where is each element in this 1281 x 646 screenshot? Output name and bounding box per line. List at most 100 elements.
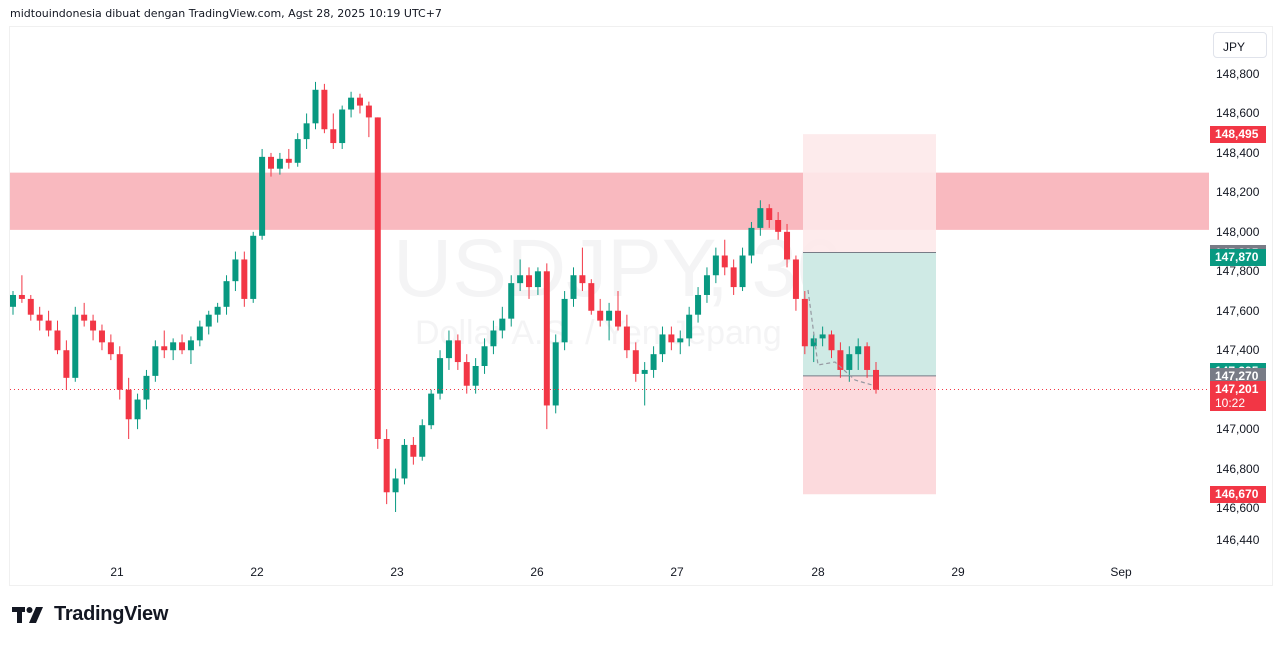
candle-body — [125, 389, 132, 420]
candle-body — [659, 334, 666, 355]
price-tick-label: 146,600 — [1216, 501, 1260, 516]
candle-body — [739, 255, 746, 288]
candle-body — [107, 342, 114, 355]
candle-body — [259, 156, 266, 236]
candle-body — [268, 156, 275, 169]
candle-body — [98, 330, 105, 343]
candle-body — [792, 259, 799, 299]
candle-body — [855, 346, 862, 355]
tradingview-logo-icon — [12, 606, 43, 623]
candle-body — [232, 259, 239, 282]
lower-zone — [803, 375, 936, 495]
candle-body — [339, 109, 346, 144]
candle-body — [152, 346, 159, 376]
candle-body — [250, 235, 257, 299]
price-tick-label: 147,800 — [1216, 264, 1260, 279]
time-tick-label: Sep — [1110, 565, 1132, 579]
candle-body — [668, 334, 675, 343]
candle-body — [392, 478, 399, 493]
price-tick-label: 148,200 — [1216, 185, 1260, 200]
candle-body — [134, 399, 141, 420]
candle-body — [437, 358, 444, 394]
candle-body — [766, 208, 773, 221]
candle-body — [214, 306, 221, 315]
candle-body — [161, 346, 168, 351]
candle-body — [828, 334, 835, 351]
candle-body — [321, 89, 328, 130]
time-tick-label: 26 — [530, 565, 544, 579]
time-tick-label: 29 — [951, 565, 965, 579]
candle-body — [730, 267, 737, 288]
candle-body — [846, 354, 853, 370]
time-tick-label: 27 — [670, 565, 684, 579]
candle-body — [570, 275, 577, 299]
candle-body — [90, 320, 97, 331]
price-tick-label: 147,400 — [1216, 343, 1260, 358]
candle-body — [356, 97, 363, 106]
trade-path-dashed-line — [807, 289, 873, 386]
candle-body — [330, 129, 337, 144]
candle-body — [810, 338, 817, 347]
candle-body — [463, 362, 470, 386]
candle-body — [36, 314, 43, 321]
chart-frame — [9, 26, 1273, 586]
lower-risk-price-badge: 146,670 — [1210, 486, 1266, 504]
resistance-zone — [10, 172, 1209, 230]
candle-body — [81, 314, 88, 321]
candle-body — [695, 294, 702, 315]
candle-body — [864, 346, 871, 370]
price-tick-label: 146,800 — [1216, 461, 1260, 476]
price-tick-label: 147,600 — [1216, 303, 1260, 318]
candle-body — [285, 158, 292, 163]
candle-body — [374, 117, 381, 440]
candle-body — [721, 255, 728, 268]
candle-body — [632, 350, 639, 374]
candle-body — [170, 342, 177, 351]
candle-body — [54, 330, 61, 351]
candle-body — [552, 342, 559, 406]
candle-body — [312, 89, 319, 124]
candle-body — [445, 340, 452, 359]
stop-loss-zone — [803, 134, 936, 253]
tradingview-logo[interactable]: TradingView — [12, 603, 168, 626]
candle-body — [873, 369, 879, 390]
candle-body — [775, 220, 782, 232]
candle-body — [10, 294, 16, 307]
candle-body — [348, 97, 355, 110]
candle-body — [472, 366, 479, 386]
candle-body — [508, 283, 515, 319]
candle-body — [303, 123, 310, 140]
candle-body — [223, 281, 230, 307]
candle-body — [579, 275, 586, 284]
candle-body — [63, 350, 70, 378]
candle-body — [517, 275, 524, 284]
candle-body — [490, 330, 497, 347]
time-tick-label: 22 — [250, 565, 264, 579]
price-tick-label: 146,440 — [1216, 532, 1260, 547]
candle-body — [27, 298, 34, 315]
currency-button[interactable]: JPY — [1213, 32, 1267, 58]
close-price-badge: 147,270 — [1210, 367, 1266, 385]
candle-body — [428, 393, 435, 426]
price-tick-label: 148,800 — [1216, 67, 1260, 81]
candle-body — [419, 425, 426, 457]
target-top-price-badge: 147,870 — [1210, 249, 1266, 267]
last-price-badge: 147,201 10:22 — [1210, 381, 1266, 412]
candle-body — [401, 444, 408, 479]
candle-body — [784, 231, 791, 260]
candle-body — [205, 314, 212, 327]
candle-body — [801, 298, 808, 347]
candle-body — [383, 439, 390, 493]
candle-body — [597, 310, 604, 321]
last-price-value: 147,201 — [1215, 382, 1259, 397]
candle-body — [116, 354, 123, 390]
candle-body — [410, 444, 417, 457]
candle-body — [481, 346, 488, 367]
candle-body — [686, 314, 693, 339]
candle-body — [650, 354, 657, 370]
candle-body — [241, 259, 248, 299]
candle-body — [276, 158, 283, 169]
logo-text: TradingView — [54, 603, 169, 625]
candle-body — [18, 294, 25, 299]
